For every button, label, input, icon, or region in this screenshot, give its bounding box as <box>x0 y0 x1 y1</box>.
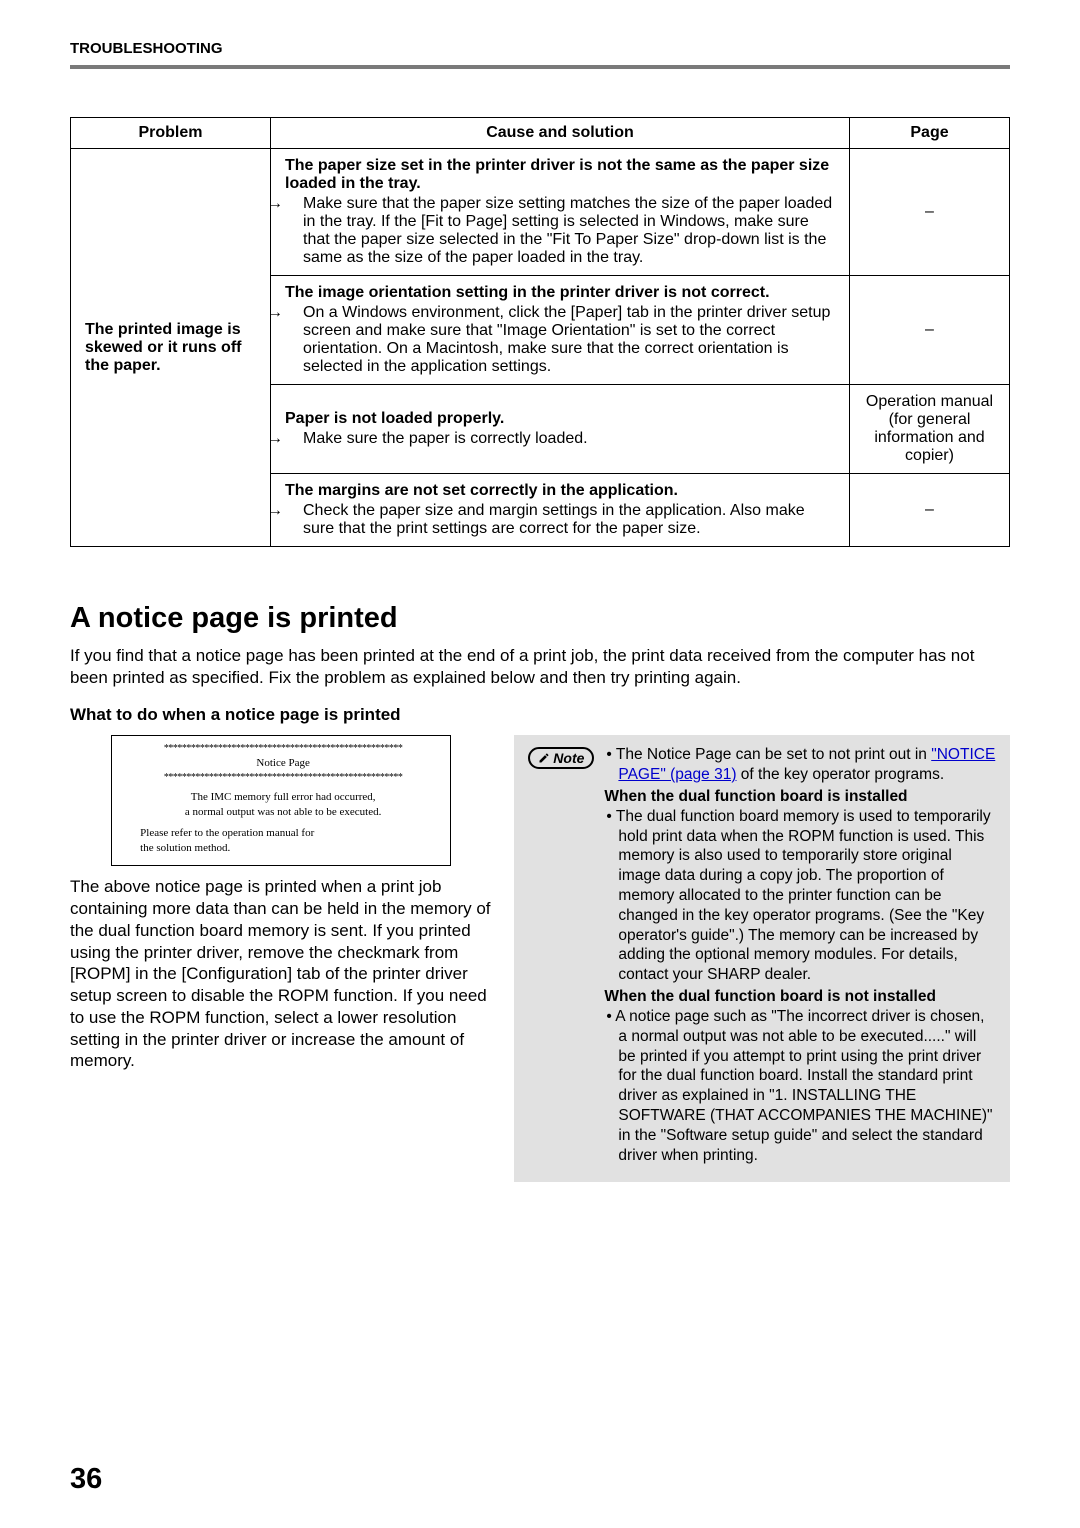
notice-title: Notice Page <box>130 756 436 771</box>
cause-title: Paper is not loaded properly. <box>285 410 835 428</box>
not-installed-title: When the dual function board is not inst… <box>604 987 996 1007</box>
cause-title: The image orientation setting in the pri… <box>285 284 835 302</box>
stars-line: ****************************************… <box>130 771 436 785</box>
cause-cell: The image orientation setting in the pri… <box>271 276 850 385</box>
note-bullet: The dual function board memory is used t… <box>618 807 996 985</box>
notice-refer: Please refer to the operation manual for <box>150 826 436 841</box>
left-column: ****************************************… <box>70 735 492 1072</box>
troubleshooting-table: Problem Cause and solution Page The prin… <box>70 117 1010 547</box>
th-cause: Cause and solution <box>271 118 850 149</box>
intro-paragraph: If you find that a notice page has been … <box>70 645 1010 689</box>
stars-line: ****************************************… <box>130 742 436 756</box>
right-column: Note The Notice Page can be set to not p… <box>514 735 1010 1181</box>
page-cell: – <box>850 474 1010 547</box>
note-badge: Note <box>528 747 594 769</box>
th-problem: Problem <box>71 118 271 149</box>
notice-page-sample: ****************************************… <box>111 735 451 866</box>
pencil-icon <box>538 752 550 764</box>
notice-line: a normal output was not able to be execu… <box>130 805 436 820</box>
installed-title: When the dual function board is installe… <box>604 787 996 807</box>
cause-body: Make sure the paper is correctly loaded. <box>303 430 588 447</box>
note-content: The Notice Page can be set to not print … <box>604 745 996 1167</box>
page-heading: A notice page is printed <box>70 602 1010 635</box>
note-bullet: The Notice Page can be set to not print … <box>618 745 996 785</box>
sub-heading: What to do when a notice page is printed <box>70 705 1010 725</box>
page-cell: Operation manual (for general informatio… <box>850 385 1010 474</box>
cause-title: The margins are not set correctly in the… <box>285 482 835 500</box>
note-badge-text: Note <box>553 750 584 766</box>
cause-body: On a Windows environment, click the [Pap… <box>303 304 830 375</box>
cause-cell: The paper size set in the printer driver… <box>271 149 850 276</box>
page-cell: – <box>850 276 1010 385</box>
page-cell: – <box>850 149 1010 276</box>
problem-cell: The printed image is skewed or it runs o… <box>71 149 271 547</box>
two-column-layout: ****************************************… <box>70 735 1010 1181</box>
note-bullet: A notice page such as "The incorrect dri… <box>618 1007 996 1166</box>
cause-title: The paper size set in the printer driver… <box>285 157 835 193</box>
section-header: TROUBLESHOOTING <box>70 40 1010 57</box>
notice-refer: the solution method. <box>150 841 436 856</box>
cause-body: Check the paper size and margin settings… <box>303 502 805 537</box>
cause-cell: Paper is not loaded properly. → Make sur… <box>271 385 850 474</box>
notice-line: The IMC memory full error had occurred, <box>130 790 436 805</box>
divider <box>70 65 1010 69</box>
note-box: Note The Notice Page can be set to not p… <box>514 735 1010 1181</box>
th-page: Page <box>850 118 1010 149</box>
cause-body: Make sure that the paper size setting ma… <box>303 195 832 266</box>
left-body-paragraph: The above notice page is printed when a … <box>70 876 492 1072</box>
page-number: 36 <box>70 1463 102 1496</box>
cause-cell: The margins are not set correctly in the… <box>271 474 850 547</box>
